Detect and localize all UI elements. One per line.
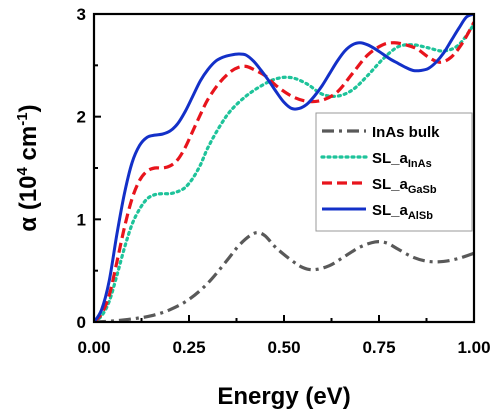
x-tick-label: 1.00	[457, 338, 490, 357]
x-tick-label: 0.75	[362, 338, 395, 357]
x-tick-label: 0.50	[267, 338, 300, 357]
y-axis-title-prefix: α (10	[15, 175, 42, 231]
ticks-layer: 0.00 0.25 0.50 0.75 1.00 0 1 2 3	[77, 5, 491, 357]
series-line-sl-a-alsb	[94, 14, 474, 322]
y-tick-label: 1	[77, 210, 86, 229]
x-axis-title: Energy (eV)	[217, 383, 350, 410]
y-axis-title-exp2: -1	[14, 112, 31, 125]
y-axis-title-suffix: )	[15, 104, 42, 112]
y-axis-title-mid: cm	[15, 126, 42, 167]
y-tick-label: 2	[77, 108, 86, 127]
series-layer	[94, 14, 474, 322]
y-tick-label: 3	[77, 5, 86, 24]
x-tick-label: 0.25	[172, 338, 205, 357]
series-line-sl-a-gasb	[94, 21, 474, 322]
x-tick-label: 0.00	[77, 338, 110, 357]
legend-box	[315, 112, 473, 232]
legend-label-sl-a-inas: SL_aInAs	[372, 150, 432, 170]
series-line-sl-a-inas	[94, 22, 474, 322]
series-line-inas-bulk	[94, 231, 474, 322]
legend-label-sl-a-gasb: SL_aGaSb	[372, 176, 437, 196]
legend: InAs bulk SL_aInAs SL_aGaSb SL_aAlSb	[315, 112, 473, 232]
legend-label-sl-a-alsb: SL_aAlSb	[372, 202, 433, 222]
legend-label-inas-bulk: InAs bulk	[372, 124, 440, 141]
y-axis-title: α (104 cm-1)	[14, 104, 42, 231]
y-axis-title-exp1: 4	[14, 166, 31, 175]
y-tick-label: 0	[77, 313, 86, 332]
